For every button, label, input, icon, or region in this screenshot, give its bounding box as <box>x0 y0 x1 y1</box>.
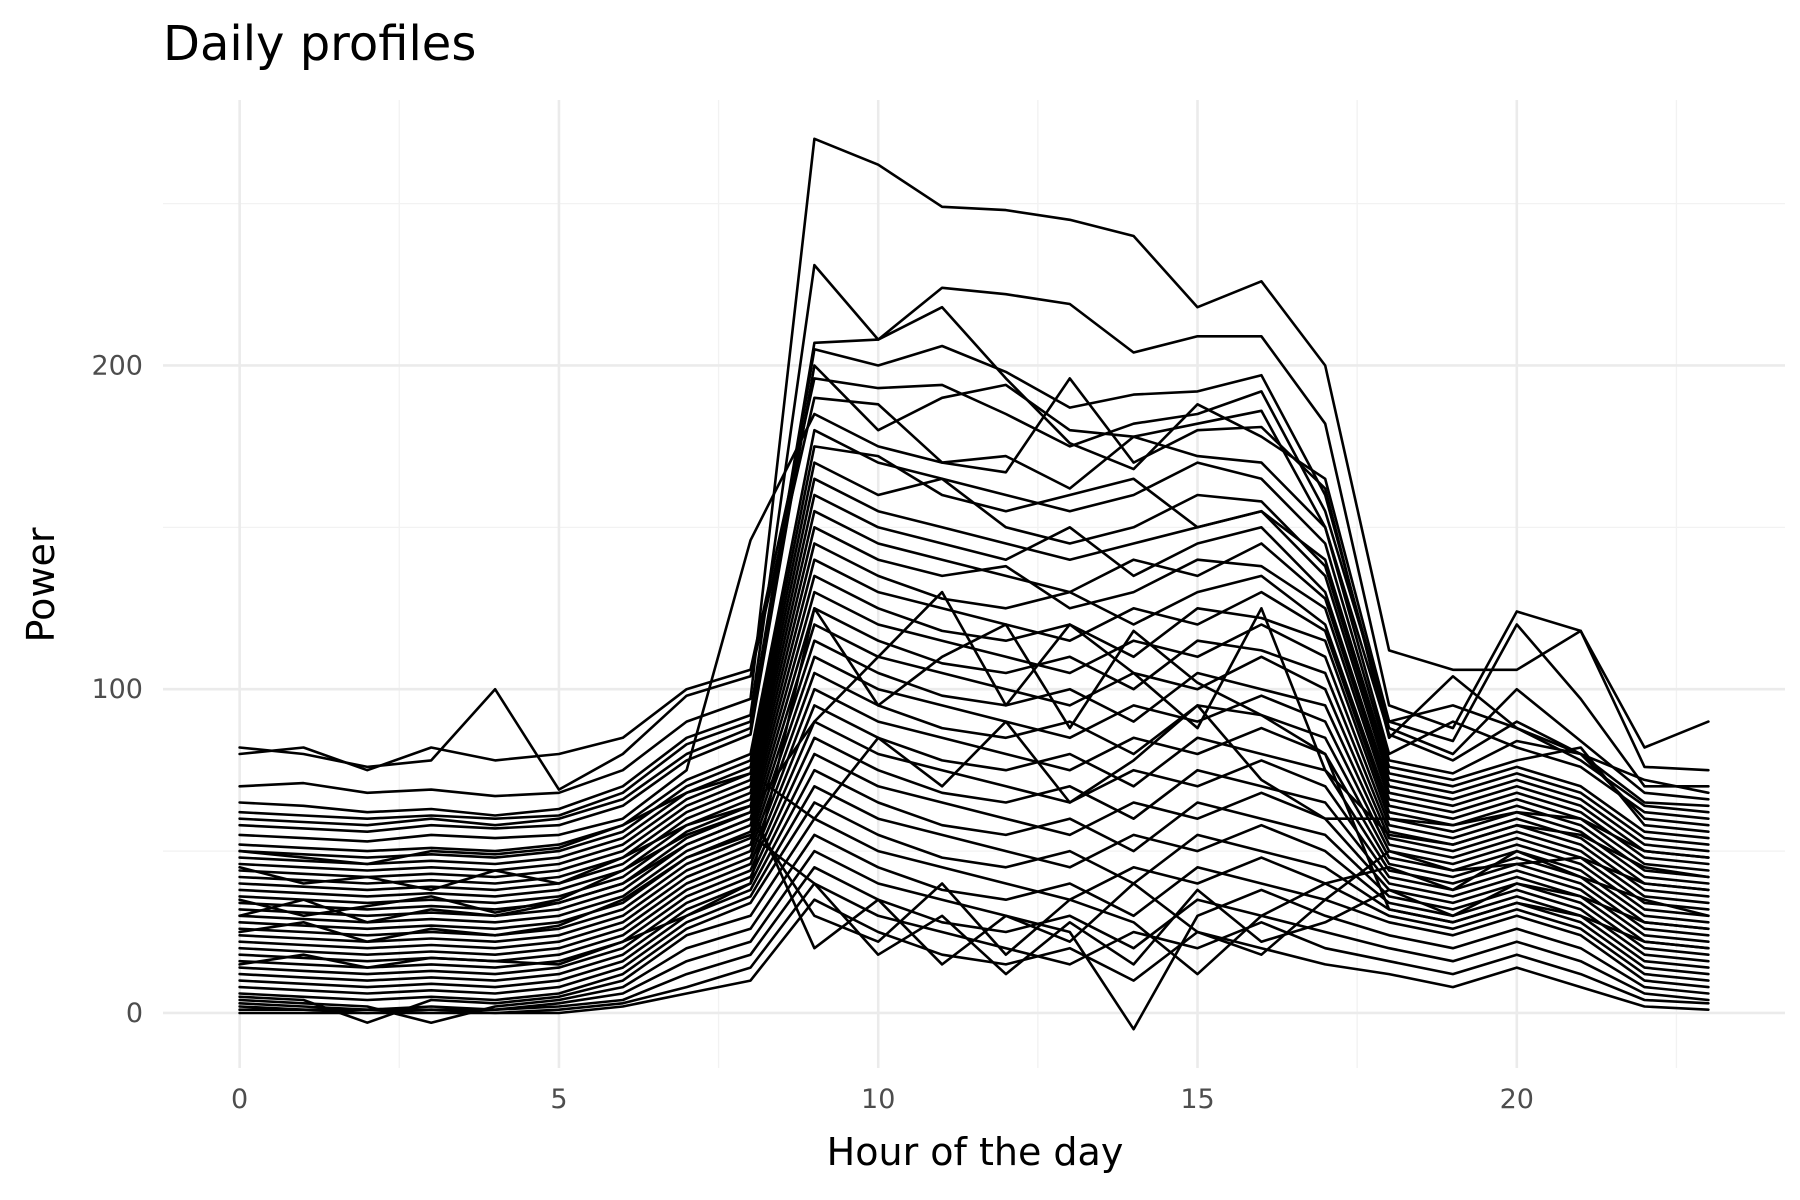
series-line-2 <box>238 305 1710 820</box>
series-line-22 <box>238 655 1710 943</box>
x-tick-label: 10 <box>861 1084 895 1115</box>
x-tick-label: 0 <box>231 1084 248 1115</box>
series-line-13 <box>238 509 1710 885</box>
series-line-4 <box>238 364 1710 833</box>
series-line-0 <box>238 137 1710 798</box>
series-line-41 <box>238 590 1710 918</box>
series-line-15 <box>238 542 1710 898</box>
series-line-43 <box>238 704 1710 866</box>
x-tick-label: 15 <box>1180 1084 1214 1115</box>
series-line-10 <box>238 461 1710 866</box>
y-axis-ticks: 0 100 200 <box>91 350 143 1028</box>
series-line-30 <box>238 785 1710 995</box>
series-line-27 <box>238 736 1710 976</box>
series-line-3 <box>238 344 1710 827</box>
series-line-6 <box>238 377 1710 814</box>
series-line-20 <box>238 623 1710 931</box>
series-line-11 <box>238 477 1710 872</box>
series-lines <box>238 137 1710 1031</box>
x-tick-label: 20 <box>1500 1084 1534 1115</box>
y-tick-label: 200 <box>91 350 143 381</box>
series-line-14 <box>238 526 1710 892</box>
series-line-7 <box>238 412 1710 843</box>
series-line-38 <box>238 817 1710 976</box>
y-tick-label: 0 <box>126 998 143 1029</box>
y-axis-title: Power <box>19 527 63 642</box>
series-line-28 <box>238 752 1710 982</box>
chart-title: Daily profiles <box>163 16 476 72</box>
series-line-23 <box>238 671 1710 950</box>
x-axis-ticks: 0 5 10 15 20 <box>231 1084 1534 1115</box>
y-tick-label: 100 <box>91 674 143 705</box>
x-tick-label: 5 <box>550 1084 567 1115</box>
series-line-29 <box>238 768 1710 989</box>
series-line-42 <box>238 607 1710 969</box>
series-line-26 <box>238 720 1710 969</box>
series-line-24 <box>238 687 1710 956</box>
series-line-12 <box>238 493 1710 879</box>
series-line-40 <box>238 833 1710 976</box>
series-line-39 <box>238 804 1710 966</box>
x-axis-title: Hour of the day <box>827 1130 1124 1174</box>
series-line-37 <box>238 898 1710 1015</box>
series-line-35 <box>238 866 1710 1011</box>
series-line-32 <box>238 817 1710 1024</box>
series-line-8 <box>238 428 1710 853</box>
series-line-5 <box>238 377 1710 795</box>
